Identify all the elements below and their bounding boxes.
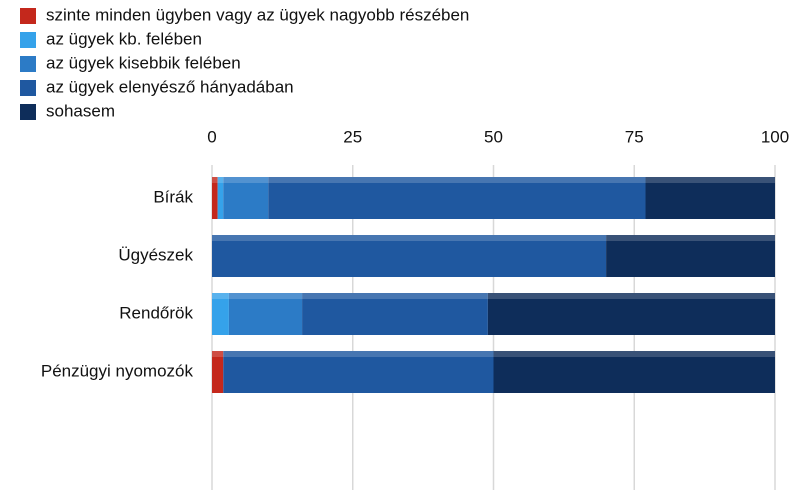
bar-segment	[212, 177, 218, 219]
bar-segment	[487, 293, 775, 335]
legend-swatch	[20, 8, 36, 24]
legend-swatch	[20, 32, 36, 48]
bar-segment	[212, 293, 229, 335]
bar-segment	[268, 177, 646, 219]
legend-label: szinte minden ügyben vagy az ügyek nagyo…	[46, 5, 469, 24]
category-label: Ügyészek	[118, 245, 193, 264]
bar-segment	[217, 177, 224, 219]
legend-label: az ügyek elenyésző hányadában	[46, 77, 294, 96]
legend-swatch	[20, 104, 36, 120]
bar-segment	[606, 235, 775, 277]
x-tick-label: 50	[484, 127, 503, 146]
bar-highlight	[212, 235, 775, 241]
x-tick-label: 25	[343, 127, 362, 146]
category-label: Rendőrök	[119, 303, 193, 322]
bar-segment	[223, 351, 494, 393]
bar-highlight	[212, 293, 775, 299]
legend-swatch	[20, 80, 36, 96]
category-label: Pénzügyi nyomozók	[41, 361, 194, 380]
x-tick-label: 100	[761, 127, 789, 146]
bar-segment	[223, 177, 269, 219]
legend-label: az ügyek kb. felében	[46, 29, 202, 48]
bar-highlight	[212, 351, 775, 357]
x-tick-label: 0	[207, 127, 216, 146]
x-tick-label: 75	[625, 127, 644, 146]
bar-segment	[212, 351, 224, 393]
bar-segment	[493, 351, 775, 393]
legend-label: sohasem	[46, 101, 115, 120]
category-label: Bírák	[153, 187, 193, 206]
legend-swatch	[20, 56, 36, 72]
legend-label: az ügyek kisebbik felében	[46, 53, 241, 72]
bar-segment	[645, 177, 775, 219]
bar-segment	[228, 293, 303, 335]
bar-highlight	[212, 177, 775, 183]
bar-segment	[302, 293, 488, 335]
bar-segment	[212, 235, 607, 277]
